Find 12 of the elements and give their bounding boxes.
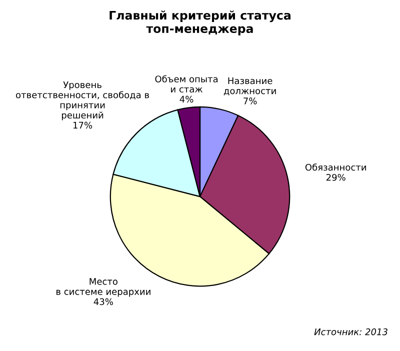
slice-label: Место в системе иерархии	[56, 278, 150, 297]
text: Источник: 2013	[314, 328, 388, 336]
data-label: 17%	[73, 122, 92, 129]
slice-label: Название должности	[224, 77, 276, 96]
data-label: 4%	[180, 96, 194, 103]
data-label: 43%	[94, 298, 113, 306]
slice-label: Объем опыта и стаж	[155, 75, 218, 93]
chart-title: Главный критерий статуса топ-менеджера	[110, 10, 290, 36]
data-label: 7%	[244, 98, 257, 104]
data-label: 29%	[326, 174, 346, 181]
slice-label: Уровень ответственности, свобода в принятии решений	[16, 81, 150, 120]
slice-label: Обязанности	[305, 164, 366, 171]
